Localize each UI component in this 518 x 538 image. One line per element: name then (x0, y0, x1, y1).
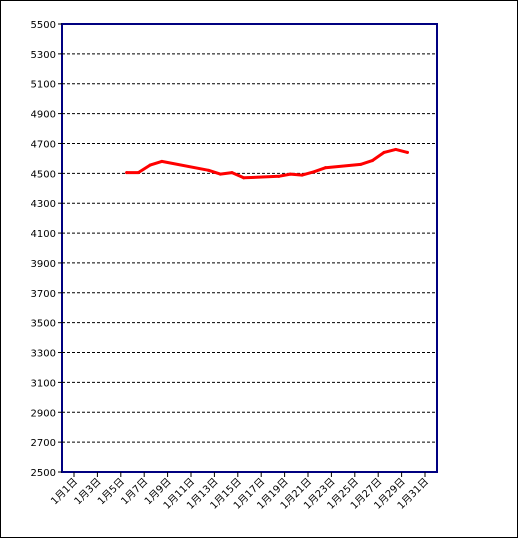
data-point (288, 172, 292, 176)
data-point (394, 147, 398, 151)
y-tick-label: 4700 (31, 139, 56, 150)
y-tick-label: 5300 (31, 50, 56, 61)
gridlines (62, 53, 437, 443)
data-point (277, 174, 281, 178)
data-point (160, 159, 164, 163)
data-point (218, 172, 222, 176)
y-tick-label: 4100 (31, 229, 56, 240)
y-tick-label: 2900 (31, 408, 56, 419)
y-tick-label: 2500 (31, 468, 56, 479)
y-tick-label: 3900 (31, 259, 56, 270)
y-tick-label: 3100 (31, 378, 56, 389)
y-tick-label: 4500 (31, 169, 56, 180)
data-point (125, 171, 129, 175)
series-line (125, 147, 409, 180)
plot-area (61, 23, 438, 473)
data-point (405, 150, 409, 154)
y-tick-label: 4300 (31, 199, 56, 210)
data-point (359, 162, 363, 166)
y-tick-label: 2700 (31, 438, 56, 449)
y-tick-label: 3500 (31, 319, 56, 330)
data-point (370, 159, 374, 163)
y-tick-label: 5500 (31, 20, 56, 31)
data-point (382, 150, 386, 154)
y-tick-label: 3300 (31, 349, 56, 360)
y-axis-ticks: 2500 2700 2900 3100 3300 3500 3700 3900 4100 4300… (31, 20, 62, 479)
data-point (312, 170, 316, 174)
data-point (230, 171, 234, 175)
data-point (324, 166, 328, 170)
y-tick-label: 5100 (31, 80, 56, 91)
data-point (242, 176, 246, 180)
data-point (207, 168, 211, 172)
series-layer (125, 147, 409, 180)
data-point (148, 163, 152, 167)
y-tick-label: 3700 (31, 289, 56, 300)
y-tick-label: 4900 (31, 110, 56, 121)
data-point (300, 173, 304, 177)
x-axis-ticks: 1月1日1月3日1月5日1月7日1月9日1月11日1月13日1月15日1月17日… (48, 472, 431, 512)
data-point (136, 171, 140, 175)
